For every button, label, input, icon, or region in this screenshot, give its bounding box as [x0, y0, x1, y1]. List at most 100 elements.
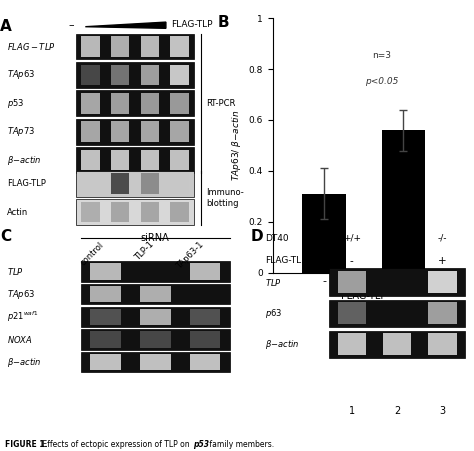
- Text: $\it{\beta}$$\it{-actin}$: $\it{\beta}$$\it{-actin}$: [7, 356, 42, 368]
- Bar: [82, 36, 100, 57]
- Bar: [82, 121, 100, 142]
- Text: $\it{TAp63}$: $\it{TAp63}$: [7, 69, 35, 81]
- Text: -/-: -/-: [392, 234, 402, 243]
- Text: $\it{\beta}$$\it{-actin}$: $\it{\beta}$$\it{-actin}$: [265, 338, 300, 350]
- Bar: [170, 64, 189, 85]
- Text: $\it{p63}$: $\it{p63}$: [265, 307, 283, 320]
- Bar: [111, 93, 129, 114]
- Text: $\it{NOXA}$: $\it{NOXA}$: [7, 334, 33, 345]
- Text: RT-PCR: RT-PCR: [206, 99, 236, 108]
- Bar: [82, 93, 100, 114]
- Bar: [76, 34, 194, 60]
- Bar: [76, 199, 194, 225]
- Text: -: -: [350, 256, 354, 266]
- Text: $\it{\beta}$$\it{-actin}$: $\it{\beta}$$\it{-actin}$: [7, 154, 42, 166]
- Text: $\it{TLP}$: $\it{TLP}$: [7, 266, 24, 277]
- Bar: [111, 174, 129, 194]
- Bar: [337, 302, 366, 324]
- Text: 1: 1: [349, 406, 355, 416]
- Text: FLAG-TLP: FLAG-TLP: [265, 256, 307, 265]
- Bar: [76, 171, 194, 197]
- Bar: [170, 93, 189, 114]
- Bar: [190, 308, 220, 325]
- Text: Actin: Actin: [7, 208, 28, 216]
- Bar: [141, 36, 159, 57]
- Text: D: D: [251, 229, 264, 244]
- Bar: [337, 333, 366, 355]
- Bar: [82, 150, 100, 170]
- Text: siRNA: siRNA: [141, 233, 170, 243]
- Bar: [329, 299, 465, 327]
- Bar: [81, 261, 230, 281]
- Bar: [140, 286, 171, 302]
- Text: $\it{p21^{waf1}}$: $\it{p21^{waf1}}$: [7, 309, 39, 324]
- Text: -: -: [395, 256, 399, 266]
- Bar: [140, 308, 171, 325]
- Bar: [170, 150, 189, 170]
- Text: +: +: [438, 256, 447, 266]
- Text: $\it{TAp73}$: $\it{TAp73}$: [7, 125, 35, 138]
- Text: $\it{TLP}$: $\it{TLP}$: [265, 276, 282, 288]
- Text: 2: 2: [394, 406, 400, 416]
- Bar: [111, 202, 129, 222]
- Bar: [383, 333, 411, 355]
- Text: $\it{p53}$: $\it{p53}$: [7, 97, 25, 110]
- Text: control: control: [78, 240, 105, 267]
- Text: DT40: DT40: [265, 234, 289, 243]
- Text: –: –: [68, 20, 74, 30]
- Text: 3: 3: [439, 406, 446, 416]
- Text: family members.: family members.: [207, 440, 274, 449]
- Text: TLP-1: TLP-1: [133, 240, 155, 263]
- Bar: [141, 202, 159, 222]
- Bar: [76, 62, 194, 87]
- Bar: [428, 333, 456, 355]
- Text: Effects of ectopic expression of TLP on: Effects of ectopic expression of TLP on: [40, 440, 192, 449]
- Bar: [111, 36, 129, 57]
- Bar: [81, 352, 230, 373]
- Bar: [428, 302, 456, 324]
- Text: n=3: n=3: [373, 51, 392, 60]
- Bar: [141, 121, 159, 142]
- Bar: [337, 271, 366, 293]
- Text: FLAG-TLP: FLAG-TLP: [171, 20, 212, 29]
- Bar: [81, 307, 230, 327]
- Bar: [190, 331, 220, 348]
- Bar: [382, 130, 425, 273]
- Bar: [190, 354, 220, 370]
- Bar: [140, 331, 171, 348]
- Bar: [76, 119, 194, 144]
- Bar: [170, 121, 189, 142]
- Bar: [111, 64, 129, 85]
- Bar: [302, 194, 346, 273]
- Bar: [90, 308, 121, 325]
- Text: B: B: [218, 15, 229, 31]
- Bar: [141, 174, 159, 194]
- Bar: [170, 174, 189, 194]
- Polygon shape: [85, 22, 166, 28]
- Text: FIGURE 1.: FIGURE 1.: [5, 440, 47, 449]
- Text: +/+: +/+: [343, 234, 361, 243]
- Bar: [81, 284, 230, 304]
- Bar: [329, 331, 465, 358]
- Text: C: C: [0, 229, 11, 244]
- Text: $\it{TAp63}$: $\it{TAp63}$: [7, 288, 35, 300]
- Bar: [141, 93, 159, 114]
- Bar: [90, 331, 121, 348]
- Text: Immuno-
blotting: Immuno- blotting: [206, 188, 244, 208]
- Bar: [190, 263, 220, 280]
- Bar: [81, 329, 230, 350]
- Y-axis label: $\it{TAp63/}$ $\it{\beta}$$\it{-actin}$: $\it{TAp63/}$ $\it{\beta}$$\it{-actin}$: [230, 110, 243, 181]
- Bar: [111, 150, 129, 170]
- Bar: [140, 354, 171, 370]
- Bar: [90, 354, 121, 370]
- Bar: [82, 64, 100, 85]
- Text: -/-: -/-: [438, 234, 447, 243]
- Bar: [111, 121, 129, 142]
- Bar: [76, 147, 194, 173]
- Text: FLAG-TLP: FLAG-TLP: [7, 179, 46, 188]
- Bar: [141, 150, 159, 170]
- Bar: [141, 64, 159, 85]
- Bar: [90, 286, 121, 302]
- Text: TAp63-1: TAp63-1: [174, 240, 205, 271]
- Bar: [170, 36, 189, 57]
